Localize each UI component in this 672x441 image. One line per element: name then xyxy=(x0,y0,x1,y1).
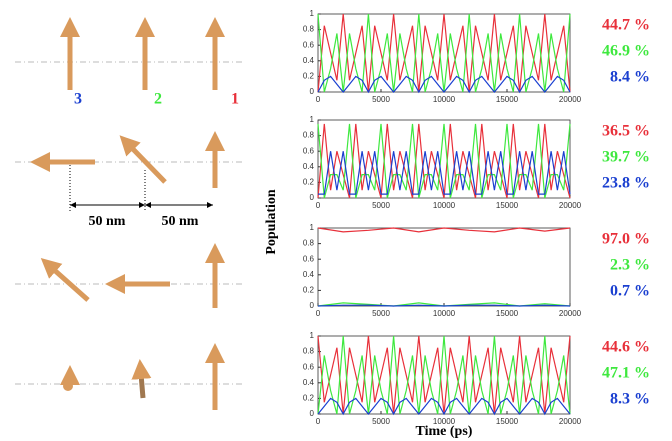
series-line xyxy=(317,123,571,199)
x-tick-label: 20000 xyxy=(559,309,582,318)
y-tick-label: 0.6 xyxy=(303,362,315,371)
site-label: 2 xyxy=(154,91,162,108)
y-tick-label: 0.8 xyxy=(303,347,315,356)
y-tick-label: 0 xyxy=(310,193,315,202)
y-tick-label: 0.8 xyxy=(303,25,315,34)
y-tick-label: 0 xyxy=(310,87,315,96)
population-label: 8.4 % xyxy=(610,69,650,86)
x-tick-label: 10000 xyxy=(433,201,456,210)
y-tick-label: 0.4 xyxy=(303,56,315,65)
series-line xyxy=(317,335,571,415)
x-tick-label: 5000 xyxy=(372,417,390,426)
y-tick-label: 1 xyxy=(310,331,315,340)
y-tick-label: 0.2 xyxy=(303,394,315,403)
y-tick-label: 0.6 xyxy=(303,40,315,49)
site-label: 1 xyxy=(231,91,239,108)
population-label: 46.9 % xyxy=(602,43,650,60)
series-line xyxy=(318,151,571,195)
population-label: 2.3 % xyxy=(610,257,650,274)
x-tick-label: 0 xyxy=(316,201,321,210)
x-tick-label: 0 xyxy=(316,417,321,426)
y-tick-label: 0.6 xyxy=(303,146,315,155)
x-tick-label: 15000 xyxy=(496,201,519,210)
x-tick-label: 5000 xyxy=(372,95,390,104)
series-line xyxy=(317,75,571,94)
x-tick-label: 15000 xyxy=(496,309,519,318)
x-tick-label: 15000 xyxy=(496,95,519,104)
series-line xyxy=(317,304,571,307)
x-tick-label: 15000 xyxy=(496,417,519,426)
distance-label: 50 nm xyxy=(89,214,126,229)
illustration: 3 2 1 50 nm 50 nm xyxy=(15,17,245,410)
population-label: 0.7 % xyxy=(610,283,650,300)
series-line xyxy=(317,13,571,93)
y-tick-label: 0.4 xyxy=(303,162,315,171)
y-tick-label: 0 xyxy=(310,301,315,310)
distance-label: 50 nm xyxy=(162,214,199,229)
population-label: 44.6 % xyxy=(602,339,650,356)
y-axis-label: Population xyxy=(264,189,279,255)
population-label: 36.5 % xyxy=(602,123,650,140)
series-line xyxy=(317,227,571,233)
y-tick-label: 1 xyxy=(310,9,315,18)
x-tick-label: 20000 xyxy=(559,201,582,210)
population-label: 44.7 % xyxy=(602,17,650,34)
y-tick-label: 0.6 xyxy=(303,254,315,263)
x-tick-label: 20000 xyxy=(559,95,582,104)
y-tick-label: 0.4 xyxy=(303,378,315,387)
x-tick-label: 5000 xyxy=(372,201,390,210)
population-label: 8.3 % xyxy=(610,391,650,408)
y-tick-label: 1 xyxy=(310,223,315,232)
series-line xyxy=(317,397,571,416)
y-tick-label: 0 xyxy=(310,409,315,418)
y-tick-label: 0.8 xyxy=(303,131,315,140)
series-line xyxy=(317,335,571,415)
y-tick-label: 0.2 xyxy=(303,178,315,187)
population-label: 39.7 % xyxy=(602,149,650,166)
x-tick-label: 0 xyxy=(316,309,321,318)
population-label: 47.1 % xyxy=(602,365,650,382)
y-tick-label: 1 xyxy=(310,115,315,124)
y-tick-label: 0.8 xyxy=(303,239,315,248)
x-axis-label: Time (ps) xyxy=(416,424,473,439)
x-tick-label: 10000 xyxy=(433,95,456,104)
x-tick-label: 5000 xyxy=(372,309,390,318)
population-label: 97.0 % xyxy=(602,231,650,248)
x-tick-label: 10000 xyxy=(433,417,456,426)
population-label: 23.8 % xyxy=(602,175,650,192)
plot-frame xyxy=(317,227,571,307)
y-tick-label: 0.4 xyxy=(303,270,315,279)
x-tick-label: 10000 xyxy=(433,309,456,318)
y-tick-label: 0.2 xyxy=(303,72,315,81)
y-tick-label: 0.2 xyxy=(303,286,315,295)
x-tick-label: 20000 xyxy=(559,417,582,426)
site-label: 3 xyxy=(74,91,82,108)
x-tick-label: 0 xyxy=(316,95,321,104)
